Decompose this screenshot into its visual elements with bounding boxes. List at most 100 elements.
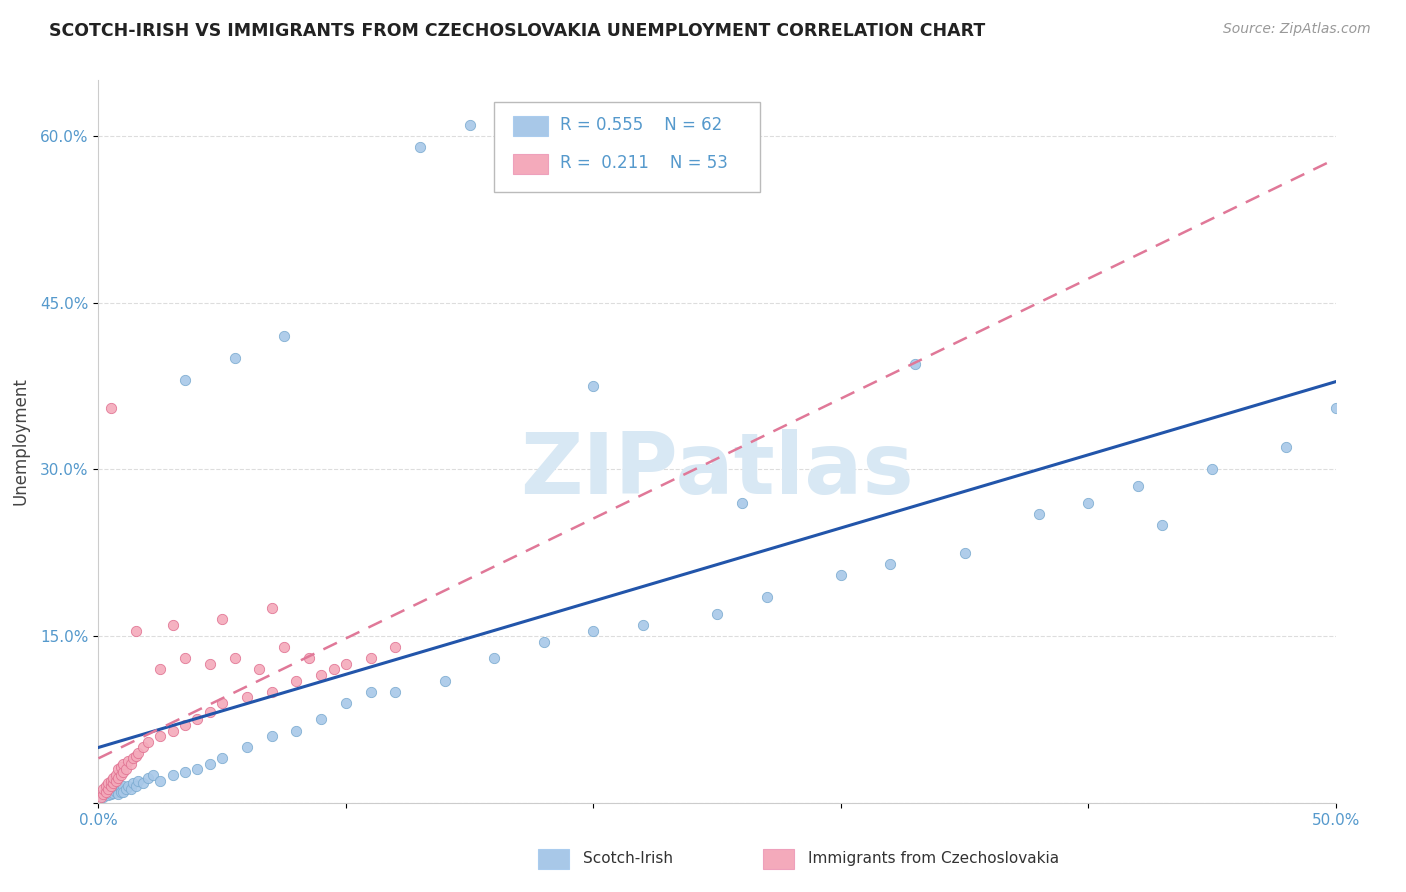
- Point: [114, 782, 136, 797]
- Point: [174, 651, 197, 665]
- Y-axis label: Unemployment: Unemployment: [11, 377, 30, 506]
- Text: Immigrants from Czechoslovakia: Immigrants from Czechoslovakia: [808, 851, 1060, 865]
- Point: [186, 763, 208, 777]
- Point: [533, 634, 555, 648]
- Point: [132, 740, 155, 755]
- Point: [94, 785, 117, 799]
- Text: R =  0.211    N = 53: R = 0.211 N = 53: [560, 154, 728, 172]
- Point: [112, 785, 135, 799]
- Point: [360, 651, 382, 665]
- Point: [409, 140, 432, 154]
- Point: [142, 768, 165, 782]
- Point: [132, 776, 155, 790]
- Point: [104, 768, 127, 782]
- Point: [120, 782, 142, 797]
- Point: [309, 713, 332, 727]
- Point: [112, 764, 135, 779]
- Point: [114, 763, 136, 777]
- Point: [1077, 496, 1099, 510]
- Point: [136, 772, 159, 786]
- Point: [211, 696, 233, 710]
- Point: [127, 773, 149, 788]
- Point: [136, 734, 159, 748]
- Point: [104, 773, 127, 788]
- Point: [162, 768, 184, 782]
- Point: [103, 782, 125, 797]
- Point: [384, 640, 406, 655]
- Point: [384, 684, 406, 698]
- Point: [149, 773, 172, 788]
- Point: [107, 787, 129, 801]
- FancyBboxPatch shape: [513, 154, 547, 174]
- Point: [335, 696, 357, 710]
- Point: [97, 776, 120, 790]
- Point: [100, 401, 122, 416]
- Point: [211, 751, 233, 765]
- Point: [174, 373, 197, 387]
- Point: [103, 772, 125, 786]
- Point: [149, 662, 172, 676]
- Point: [122, 776, 145, 790]
- Point: [174, 718, 197, 732]
- Point: [117, 754, 139, 768]
- Point: [90, 790, 112, 805]
- Point: [103, 786, 125, 800]
- Point: [1324, 401, 1347, 416]
- Point: [224, 651, 246, 665]
- Point: [879, 557, 901, 571]
- Point: [433, 673, 456, 688]
- Point: [198, 657, 221, 671]
- Point: [162, 618, 184, 632]
- Point: [285, 673, 308, 688]
- Point: [162, 723, 184, 738]
- Point: [198, 756, 221, 771]
- Point: [904, 357, 927, 371]
- Point: [122, 751, 145, 765]
- Point: [458, 118, 481, 132]
- Point: [582, 379, 605, 393]
- Point: [174, 764, 197, 779]
- Point: [124, 749, 146, 764]
- Point: [1275, 440, 1298, 454]
- Point: [285, 723, 308, 738]
- Point: [755, 590, 778, 604]
- Point: [247, 662, 270, 676]
- Point: [97, 782, 120, 797]
- Point: [110, 785, 132, 799]
- Text: Source: ZipAtlas.com: Source: ZipAtlas.com: [1223, 22, 1371, 37]
- Point: [110, 768, 132, 782]
- Point: [93, 782, 115, 797]
- Point: [1126, 479, 1149, 493]
- Point: [484, 651, 506, 665]
- Point: [107, 772, 129, 786]
- Point: [236, 740, 259, 755]
- Point: [110, 782, 132, 797]
- Text: ZIPatlas: ZIPatlas: [520, 429, 914, 512]
- Point: [103, 776, 125, 790]
- Point: [104, 785, 127, 799]
- Point: [100, 787, 122, 801]
- Point: [260, 729, 283, 743]
- Point: [582, 624, 605, 638]
- Point: [93, 790, 115, 805]
- Point: [117, 779, 139, 793]
- Point: [211, 612, 233, 626]
- Point: [112, 756, 135, 771]
- FancyBboxPatch shape: [513, 116, 547, 136]
- Point: [124, 624, 146, 638]
- Text: Scotch-Irish: Scotch-Irish: [583, 851, 673, 865]
- Point: [706, 607, 728, 621]
- Point: [93, 787, 115, 801]
- Point: [309, 668, 332, 682]
- Point: [1028, 507, 1050, 521]
- Point: [360, 684, 382, 698]
- Point: [100, 779, 122, 793]
- Point: [298, 651, 321, 665]
- Point: [198, 705, 221, 719]
- Point: [127, 746, 149, 760]
- Point: [1201, 462, 1223, 476]
- Point: [224, 351, 246, 366]
- Point: [830, 568, 852, 582]
- Point: [186, 713, 208, 727]
- Point: [112, 779, 135, 793]
